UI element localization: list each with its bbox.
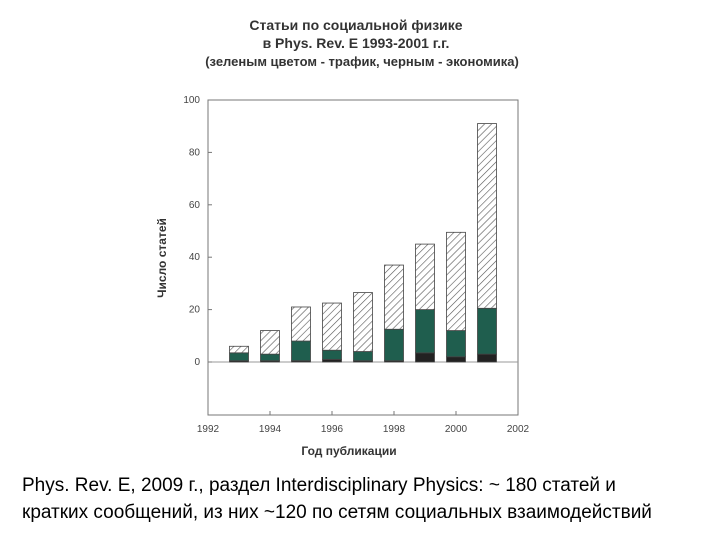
x-axis-label: Год публикации — [301, 444, 396, 458]
bar-segment-other — [322, 302, 342, 351]
bar-segment-traffic — [353, 351, 373, 362]
x-tick-label: 1998 — [383, 424, 406, 435]
y-tick-label: 40 — [189, 252, 201, 263]
bar-segment-economics — [446, 356, 466, 363]
bar-segment-traffic — [291, 340, 311, 362]
y-tick-label: 60 — [189, 200, 201, 211]
bar-segment-economics — [477, 353, 497, 363]
bar-segment-other — [415, 243, 435, 311]
chart-title-line-2: в Phys. Rev. E 1993-2001 г.г. — [263, 35, 450, 51]
x-tick-label: 1992 — [197, 424, 220, 435]
chart-title-line-3: (зеленым цветом - трафик, черным - эконо… — [205, 54, 519, 69]
bar-segment-other — [353, 292, 373, 352]
x-tick-label: 2000 — [445, 424, 468, 435]
bar-segment-traffic — [384, 328, 404, 362]
x-tick-label: 1996 — [321, 424, 344, 435]
caption-line-1: Phys. Rev. E, 2009 г., раздел Interdisci… — [22, 475, 616, 496]
y-tick-label: 0 — [194, 357, 200, 368]
bar-segment-other — [291, 306, 311, 342]
caption-line-2: кратких сообщений, из них ~120 по сетям … — [22, 502, 652, 523]
bar-segment-other — [384, 264, 404, 330]
bar-segment-traffic — [229, 352, 249, 362]
bar-segment-traffic — [477, 307, 497, 355]
bar-segment-other — [229, 345, 249, 354]
y-tick-label: 20 — [189, 305, 201, 316]
bar-segment-traffic — [446, 330, 466, 358]
bar-segment-traffic — [415, 309, 435, 354]
x-tick-label: 2002 — [507, 424, 530, 435]
bar-segment-economics — [415, 352, 435, 363]
bar-segment-other — [446, 231, 466, 331]
x-axis-ticks: 1992 1994 1996 1998 2000 2002 — [197, 411, 530, 435]
bar-segment-traffic — [260, 353, 280, 362]
plot-border — [207, 99, 519, 416]
plot-frame — [207, 99, 519, 416]
chart: Статьи по социальной физике в Phys. Rev.… — [155, 17, 530, 458]
y-tick-label: 100 — [183, 95, 200, 106]
caption: Phys. Rev. E, 2009 г., раздел Interdisci… — [22, 472, 712, 526]
bar-segment-traffic — [322, 349, 342, 360]
bar-segment-other — [477, 123, 497, 309]
y-axis-ticks: 100 80 60 40 20 0 — [183, 95, 212, 368]
x-tick-label: 1994 — [259, 424, 282, 435]
y-axis-label: Число статей — [155, 218, 169, 298]
y-tick-label: 80 — [189, 147, 201, 158]
bar-segment-other — [260, 330, 280, 355]
chart-title-line-1: Статьи по социальной физике — [249, 17, 462, 33]
bars — [229, 123, 497, 363]
